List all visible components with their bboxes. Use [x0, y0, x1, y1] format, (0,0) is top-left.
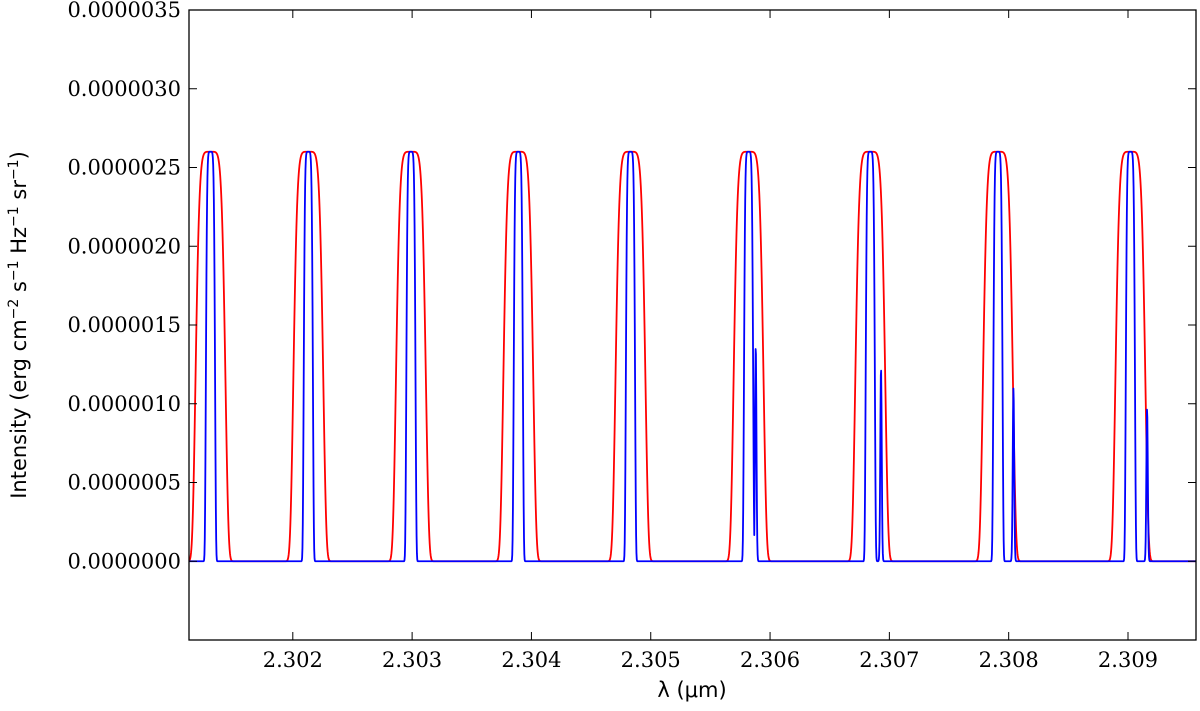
y-tick-label: 0.0000025: [67, 156, 181, 180]
y-tick-label: 0.0000015: [67, 313, 181, 337]
series-layer: [188, 150, 1197, 563]
y-tick-label: 0.0000000: [67, 549, 181, 573]
y-tick-label: 0.0000010: [67, 392, 181, 416]
x-tick-label: 2.306: [740, 648, 800, 672]
x-tick-label: 2.309: [1098, 648, 1158, 672]
x-tick-label: 2.302: [263, 648, 323, 672]
y-axis-label: Intensity (erg cm−2 s−1 Hz−1 sr−1): [6, 151, 31, 499]
x-tick-label: 2.304: [501, 648, 561, 672]
series-line-blue: [188, 150, 1197, 563]
x-axis: 2.302 2.303 2.304 2.305 2.306 2.307 2.308 2.309: [263, 10, 1158, 672]
y-axis: 0.0000000 0.0000005 0.0000010 0.0000015 0.00…: [67, 0, 1196, 573]
y-tick-label: 0.0000005: [67, 471, 181, 495]
x-tick-label: 2.307: [859, 648, 919, 672]
y-tick-label: 0.0000030: [67, 77, 181, 101]
x-tick-label: 2.308: [979, 648, 1039, 672]
x-tick-label: 2.305: [621, 648, 681, 672]
x-tick-label: 2.303: [382, 648, 442, 672]
plot-background: [189, 10, 1196, 640]
x-axis-label: λ (μm): [657, 678, 726, 702]
y-tick-label: 0.0000020: [67, 234, 181, 258]
y-tick-label: 0.0000035: [67, 0, 181, 22]
